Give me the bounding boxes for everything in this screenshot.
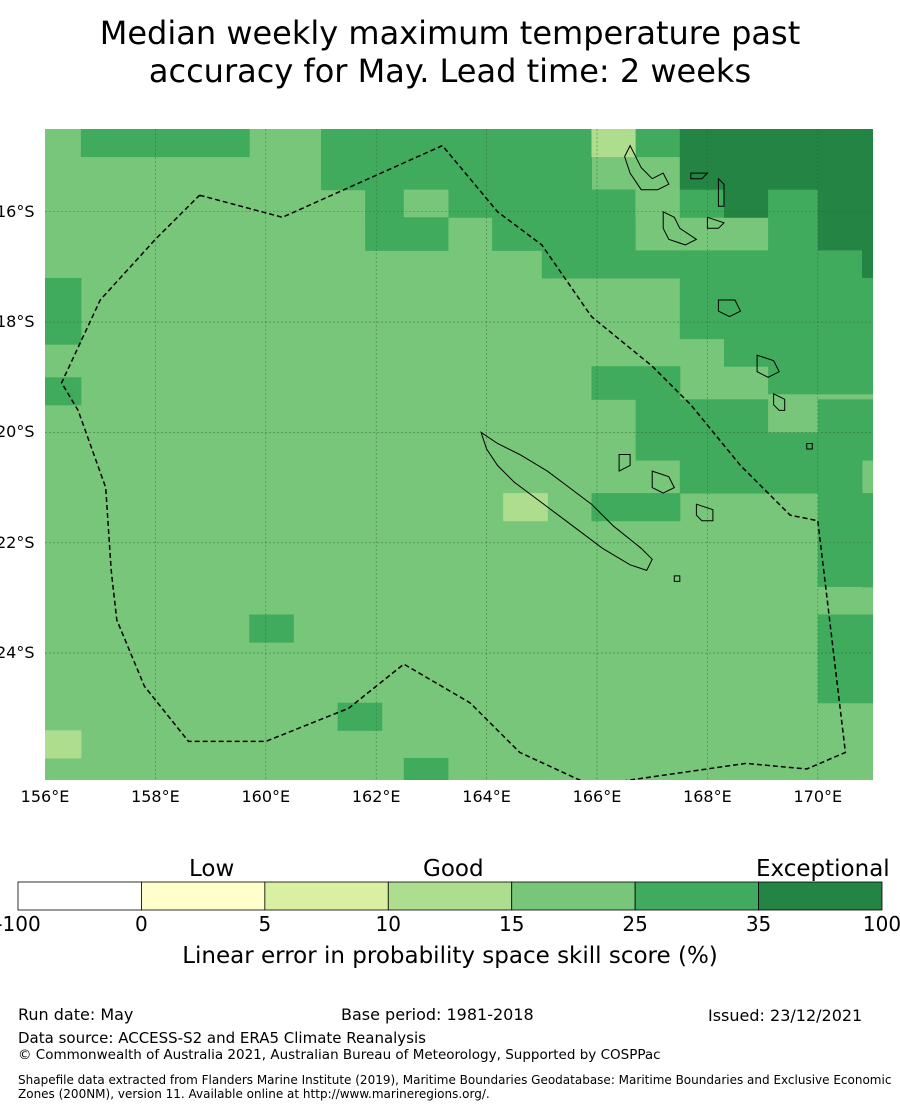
new-caledonia-island — [480, 431, 653, 572]
tanna-island — [773, 392, 786, 411]
colorbar-tick-label: 5 — [258, 912, 272, 936]
longitude-label: 162°E — [351, 787, 401, 806]
colorbar-swatch — [141, 881, 266, 911]
skill-cell — [541, 250, 863, 279]
colorbar-category-exceptional: Exceptional — [756, 856, 890, 882]
mare-island — [695, 503, 714, 522]
title-line-2: accuracy for May. Lead time: 2 weeks — [148, 52, 752, 90]
espiritu-santo-island — [624, 144, 670, 191]
colorbar-tick-label: 100 — [862, 912, 900, 936]
base-period: Base period: 1981-2018 — [341, 1005, 534, 1024]
colorbar-swatch — [264, 881, 389, 911]
colorbar-swatch — [511, 881, 636, 911]
skill-cell — [635, 432, 873, 461]
colorbar-swatch — [387, 881, 513, 911]
skill-cell — [768, 189, 819, 251]
aneityum-island — [806, 443, 813, 450]
colorbar-tick-label: 35 — [745, 912, 772, 936]
colorbar-tick-label: 25 — [622, 912, 648, 936]
shapefile-credit: Shapefile data extracted from Flanders M… — [18, 1073, 892, 1101]
issued-date: Issued: 23/12/2021 — [708, 1006, 863, 1025]
longitude-label: 164°E — [462, 787, 511, 806]
skill-cell — [591, 129, 637, 158]
colorbar-category-good: Good — [423, 856, 484, 882]
skill-cell — [723, 338, 873, 367]
skill-cell — [817, 586, 863, 615]
chart-title: Median weekly maximum temperature past a… — [0, 14, 900, 90]
run-date: Run date: May — [18, 1005, 134, 1024]
title-line-1: Median weekly maximum temperature past — [99, 14, 801, 52]
skill-cell — [679, 189, 725, 218]
skill-cell — [861, 250, 873, 279]
colorbar-swatch — [17, 881, 142, 911]
skill-cell — [249, 614, 294, 643]
skill-cell — [679, 129, 873, 191]
colorbar-tick-label: 0 — [135, 912, 148, 936]
skill-cell — [817, 189, 873, 251]
longitude-label: 168°E — [683, 787, 732, 806]
colorbar-tick-label: 10 — [375, 912, 401, 936]
latitude-label: 18°S — [0, 312, 35, 332]
skill-grid-cells — [45, 129, 873, 780]
skill-cell — [80, 129, 250, 158]
lifou-island — [651, 470, 675, 494]
malekula-island — [662, 210, 698, 246]
colorbar-title: Linear error in probability space skill … — [182, 943, 718, 969]
skill-cell — [723, 189, 769, 218]
latitude-label: 24°S — [0, 643, 35, 663]
longitude-label: 170°E — [793, 787, 843, 806]
islands-layer — [480, 144, 813, 582]
colorbar-swatch — [758, 881, 883, 911]
skill-cell — [503, 493, 548, 522]
skill-cell — [365, 217, 449, 251]
skill-cell — [591, 493, 681, 522]
efate-island — [717, 299, 742, 318]
skill-cell — [679, 277, 873, 340]
ambrym-island — [706, 216, 725, 229]
eez-boundary — [60, 144, 847, 780]
skill-cell — [768, 399, 819, 433]
skill-cell — [817, 493, 873, 588]
skill-cell — [817, 614, 873, 704]
longitude-label: 166°E — [572, 787, 622, 806]
ouvea-island — [618, 454, 631, 472]
skill-cell — [635, 399, 769, 433]
colorbar-tick-label: 15 — [498, 912, 525, 936]
colorbar-category-low: Low — [189, 856, 235, 882]
data-source: Data source: ACCESS-S2 and ERA5 Climate … — [18, 1029, 426, 1047]
pentecost-island — [717, 177, 725, 207]
colorbar-swatches — [17, 881, 883, 911]
longitude-label: 160°E — [241, 787, 291, 806]
skill-cell — [635, 129, 681, 158]
copyright: © Commonwealth of Australia 2021, Austra… — [18, 1047, 661, 1063]
skill-map — [45, 129, 873, 780]
isle-of-pines-island — [673, 575, 681, 582]
skill-cell — [591, 366, 681, 400]
skill-cell — [679, 460, 863, 494]
erromango-island — [756, 354, 780, 378]
latitude-label: 20°S — [0, 422, 35, 442]
skill-cell — [337, 702, 383, 731]
ambae-island — [690, 172, 709, 180]
colorbar-tick-label: -100 — [0, 912, 41, 936]
latitude-label: 22°S — [0, 532, 35, 552]
map-gridlines — [45, 129, 873, 780]
skill-cell — [45, 730, 82, 759]
skill-cell — [403, 189, 449, 218]
skill-cell — [768, 366, 873, 395]
longitude-label: 156°E — [20, 787, 70, 806]
latitude-label: 16°S — [0, 201, 35, 221]
longitude-label: 158°E — [131, 787, 180, 806]
colorbar-swatch — [634, 881, 759, 911]
skill-cell — [45, 377, 82, 406]
colorbar — [17, 881, 883, 911]
skill-cell — [45, 277, 82, 345]
skill-cell — [403, 757, 449, 780]
